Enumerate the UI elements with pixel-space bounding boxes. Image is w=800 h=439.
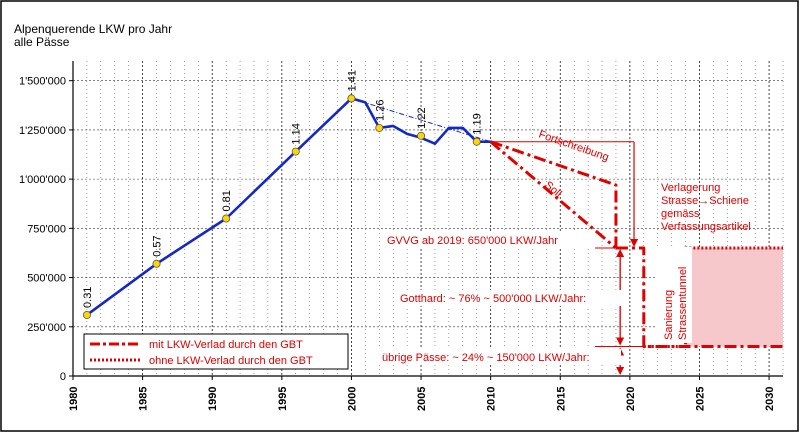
x-tick-label: 2030 <box>764 387 776 411</box>
y-tick-label: 250'000 <box>27 322 66 334</box>
gotthard-label-bg <box>397 290 623 306</box>
data-point-label: 1.26 <box>374 100 386 121</box>
y-tick-label: 500'000 <box>27 273 66 285</box>
x-tick-label: 1980 <box>68 387 80 411</box>
x-tick-label: 2020 <box>625 387 637 411</box>
gotthard-label: Gotthard: ~ 76% ~ 500'000 LKW/Jahr: <box>400 293 586 305</box>
data-point <box>222 214 231 223</box>
gvvg-label-bg <box>384 232 595 248</box>
uebrige-label-bg <box>379 349 621 365</box>
data-point-label: 0.57 <box>152 235 164 256</box>
verlagerung-line-1: Verlagerung <box>661 182 720 194</box>
x-tick-label: 2005 <box>416 387 428 411</box>
x-tick-label: 2025 <box>694 387 706 411</box>
trend-hint-line <box>351 97 491 143</box>
uebrige-label: übrige Pässe: ~ 24% ~ 150'000 LKW/Jahr: <box>382 352 590 364</box>
data-point <box>417 131 426 140</box>
series-line-soll <box>489 140 617 250</box>
x-tick-label: 2000 <box>346 387 358 411</box>
series-line-history <box>86 97 491 317</box>
data-point-label: 0.81 <box>221 190 233 211</box>
series-line-fortschreibung <box>490 140 618 249</box>
verlagerung-line-4: Verfassungsartikel <box>661 221 751 233</box>
data-point-label: 1.22 <box>416 107 428 128</box>
gvvg-label: GVVG ab 2019: 650'000 LKW/Jahr <box>387 235 558 247</box>
y-tick-label: 1'500'000 <box>19 76 66 88</box>
data-point <box>152 259 161 268</box>
data-point <box>472 137 481 146</box>
legend: mit LKW-Verlad durch den GBT ohne LKW-Ve… <box>83 333 349 370</box>
chart-subtitle: alle Pässe <box>14 35 70 49</box>
sanierung-line-1: Sanierung <box>663 290 675 340</box>
verlagerung-line-3: gemäss <box>661 208 700 220</box>
chart-title: Alpenquerende LKW pro Jahr <box>14 22 172 36</box>
legend-box <box>83 333 349 370</box>
data-points: 0.31 0.57 0.81 1.14 1.41 1.26 1.22 1.19 <box>82 70 484 319</box>
y-tick-label: 1'250'000 <box>19 125 66 137</box>
x-tick-label: 2010 <box>486 387 498 411</box>
x-axis-ticks: 1980 1985 1990 1995 2000 2005 2010 2015 2020 2025… <box>68 376 776 411</box>
data-point-label: 1.41 <box>346 70 358 91</box>
y-axis-ticks: 0 250'000 500'000 750'000 1'000'000 1'250'000… <box>19 76 73 383</box>
sanierung-line-2: Strassentunnel <box>677 267 689 340</box>
legend-label-mit: mit LKW-Verlad durch den GBT <box>149 339 303 351</box>
tunnel-closure-shade <box>685 248 783 347</box>
data-point <box>347 94 356 103</box>
grid <box>72 61 784 377</box>
data-point-label: 0.31 <box>82 287 94 308</box>
data-point <box>375 123 384 132</box>
x-tick-label: 1995 <box>277 387 289 411</box>
data-point <box>82 310 91 319</box>
data-point-label: 1.19 <box>472 113 484 134</box>
verlagerung-line-2: Strasse→Schiene <box>661 195 749 207</box>
x-tick-label: 1990 <box>207 387 219 411</box>
x-tick-label: 2015 <box>555 387 567 411</box>
sanierung-label-bg <box>656 247 692 343</box>
x-tick-label: 1985 <box>138 387 150 411</box>
series-line-mit <box>615 246 783 348</box>
y-tick-label: 1'000'000 <box>19 174 66 186</box>
y-tick-label: 0 <box>60 371 66 383</box>
series <box>86 97 783 348</box>
legend-label-ohne: ohne LKW-Verlad durch den GBT <box>149 355 313 367</box>
y-tick-label: 750'000 <box>27 223 66 235</box>
data-point <box>291 147 300 156</box>
shade-area <box>685 248 783 347</box>
series-line-ohne <box>643 246 783 348</box>
data-point-label: 1.14 <box>291 123 303 144</box>
